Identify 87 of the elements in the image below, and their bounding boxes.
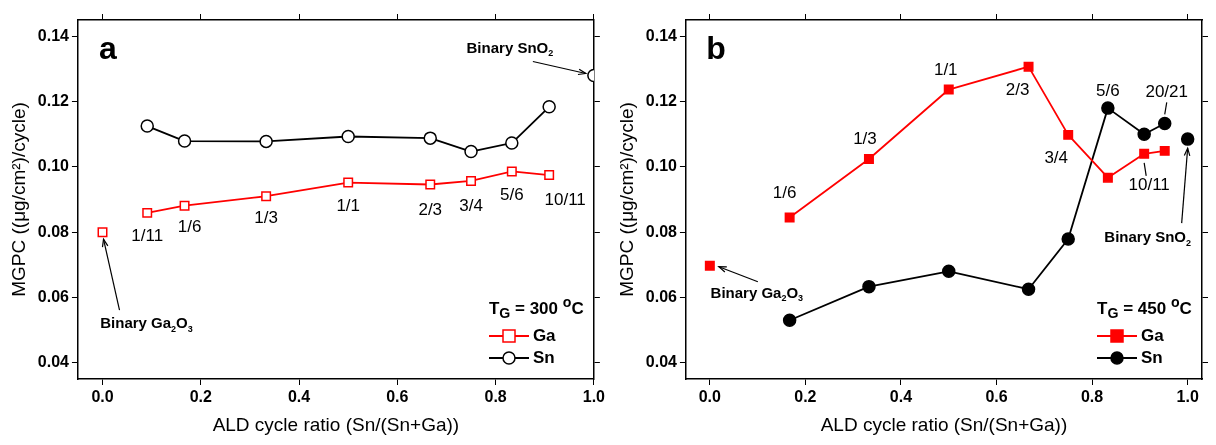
legend-label: Sn [1141,348,1163,369]
y-tick-label: 0.04 [645,353,678,371]
x-tick-label: 0.0 [91,388,114,406]
annotation: 5/6 [500,185,524,205]
annotation: 1/11 [131,225,164,245]
annotation: 1/1 [933,60,958,80]
point [259,134,273,149]
y-tick-label: 0.10 [645,157,678,175]
point [505,136,519,150]
x-tick-label: 1.0 [1176,388,1199,406]
point [1157,116,1172,131]
y-axis-title: MGPC ((μg/cm²)/cycle) [7,102,29,297]
point [97,227,108,238]
point [1023,61,1034,72]
point [862,279,876,294]
x-tick-label: 0.6 [985,388,1008,406]
y-tick-label: 0.12 [37,92,70,109]
y-tick-label: 0.14 [37,26,70,44]
chart-title: b [706,29,726,66]
legend-title: T$_{G}$ = 450 $^{o}$C [1097,294,1192,322]
point [464,144,478,159]
point [423,131,437,145]
point [1061,232,1075,246]
annotation: 10/11 [1128,175,1170,195]
point [1021,282,1036,296]
point [942,264,956,279]
annotation: 1/3 [853,128,877,148]
point [261,191,272,202]
point [1159,145,1170,156]
point [466,175,477,186]
point [1180,132,1195,146]
x-axis-title: ALD cycle ratio (Sn/(Sn+Ga)) [820,413,1068,435]
point [341,129,355,144]
y-tick-label: 0.08 [37,222,70,240]
y-axis-title: MGPC ((μg/cm²)/cycle) [615,102,637,297]
point [142,207,153,218]
legend-label: Ga [532,326,556,347]
x-tick-label: 0.4 [889,388,913,406]
point [542,100,556,114]
point [177,134,192,148]
y-tick-label: 0.06 [645,287,678,305]
x-tick-label: 0.4 [287,388,311,406]
x-tick-label: 0.6 [386,388,409,406]
legend-label: Sn [532,348,555,369]
point [704,260,715,271]
point [1101,101,1115,115]
annotation: 5/6 [1096,80,1120,100]
x-tick-label: 0.2 [794,388,817,406]
x-tick-label: 0.2 [189,388,212,406]
point [343,177,354,188]
annotation: 3/4 [1044,147,1069,167]
y-tick-label: 0.14 [645,26,678,44]
chart-title: a [99,29,118,66]
annotation: 1/6 [177,217,202,237]
point [863,154,874,165]
point [179,200,190,211]
annotation: 2/3 [1005,80,1030,100]
point [943,84,954,95]
y-tick-label: 0.12 [645,92,678,109]
x-tick-label: 0.0 [698,388,722,406]
legend-label: Ga [1141,326,1164,347]
y-tick-label: 0.06 [37,287,70,305]
annotation: 10/11 [544,189,586,209]
y-tick-label: 0.04 [37,353,70,371]
point [782,313,797,328]
point [1137,127,1151,141]
point [1139,148,1150,159]
legend-title: T$_{G}$ = 300 $^{o}$C [488,294,584,322]
x-axis-title: ALD cycle ratio (Sn/(Sn+Ga)) [212,413,460,435]
annotation: 2/3 [418,200,443,220]
annotation: 1/3 [254,207,278,227]
x-tick-label: 0.8 [484,388,507,406]
annotation: 1/1 [336,196,361,216]
annotation: 1/6 [772,183,797,203]
point [506,166,517,177]
x-tick-label: 1.0 [582,388,606,406]
y-tick-label: 0.08 [645,222,678,240]
y-tick-label: 0.10 [37,157,70,175]
x-tick-label: 0.8 [1080,388,1104,406]
point [140,119,154,133]
point [544,170,555,181]
point [1063,129,1074,140]
annotation: 20/21 [1145,82,1189,102]
point [425,179,436,190]
annotation: 3/4 [459,195,483,215]
point [1102,172,1113,183]
point [784,212,795,223]
